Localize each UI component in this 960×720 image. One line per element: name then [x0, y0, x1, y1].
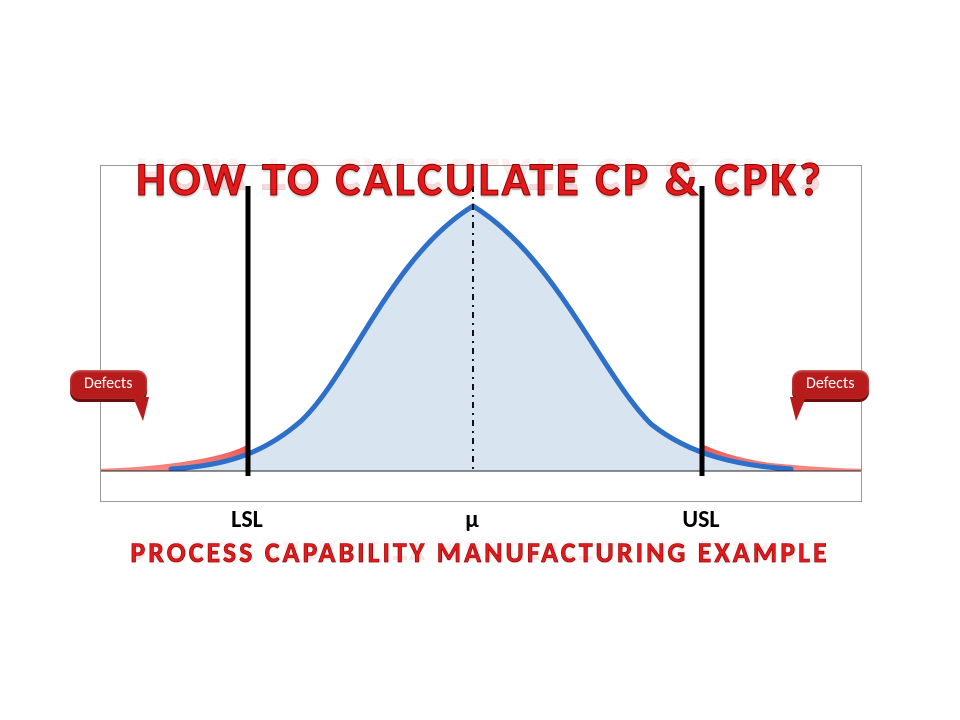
axis-labels: LSL μ USL — [100, 505, 860, 545]
subtitle: PROCESS CAPABILITY MANUFACTURING EXAMPLE… — [0, 535, 960, 603]
bell-fill — [171, 206, 791, 471]
defects-callout-left: Defects — [70, 370, 147, 399]
defects-left-text: Defects — [84, 374, 133, 393]
mu-label: μ — [465, 505, 479, 534]
chart-svg — [101, 166, 861, 501]
lsl-label: LSL — [231, 505, 263, 534]
defects-callout-right: Defects — [792, 370, 869, 399]
slide-stage: LSL μ USL Defects Defects HOW TO CALCULA… — [0, 0, 960, 720]
usl-label: USL — [682, 505, 719, 534]
capability-chart — [100, 165, 862, 502]
defects-right-text: Defects — [806, 374, 855, 393]
